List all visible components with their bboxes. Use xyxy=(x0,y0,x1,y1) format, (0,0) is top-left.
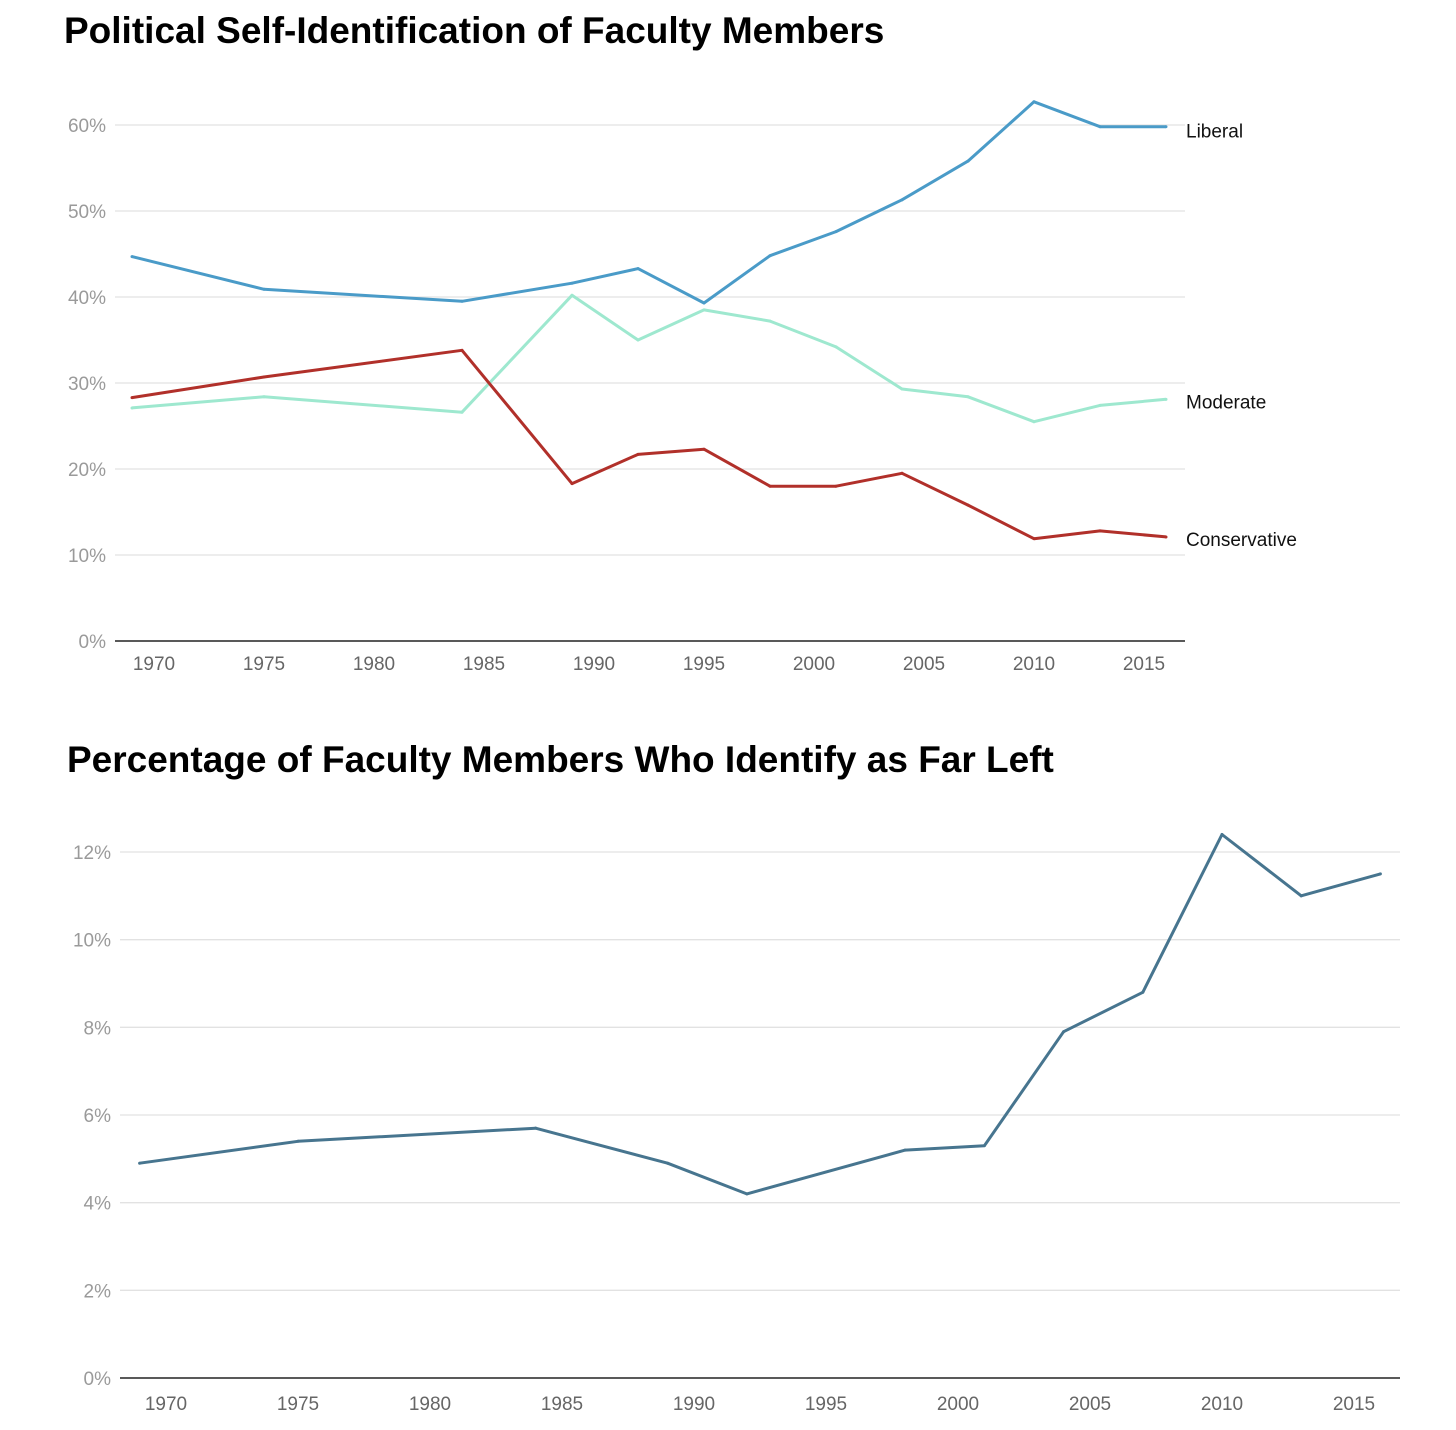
data-point-liberal xyxy=(570,281,574,285)
y-tick-label: 10% xyxy=(73,931,111,952)
x-tick-label: 2010 xyxy=(1201,1394,1243,1415)
data-point-liberal xyxy=(834,230,838,234)
data-point-far-left xyxy=(1141,990,1145,994)
x-tick-label: 2000 xyxy=(793,654,835,675)
data-point-far-left xyxy=(1220,832,1224,836)
x-tick-label: 1985 xyxy=(541,1394,583,1415)
data-point-moderate xyxy=(1098,403,1102,407)
data-point-liberal xyxy=(460,299,464,303)
x-tick-label: 2005 xyxy=(1069,1394,1111,1415)
data-point-liberal xyxy=(1032,100,1036,104)
data-point-conservative xyxy=(1164,535,1168,539)
data-point-liberal xyxy=(768,254,772,258)
data-point-far-left xyxy=(1062,1030,1066,1034)
x-tick-label: 2015 xyxy=(1333,1394,1375,1415)
data-point-conservative xyxy=(636,452,640,456)
y-tick-label: 8% xyxy=(84,1018,112,1039)
series-line-conservative xyxy=(131,348,1167,541)
data-point-far-left xyxy=(1378,872,1382,876)
y-tick-label: 0% xyxy=(79,632,107,653)
data-point-far-left xyxy=(296,1139,300,1143)
data-point-conservative xyxy=(900,471,904,475)
data-point-liberal xyxy=(1098,125,1102,129)
x-tick-label: 1970 xyxy=(133,654,175,675)
x-tick-label: 2015 xyxy=(1123,654,1165,675)
data-point-moderate xyxy=(570,293,574,297)
data-point-far-left xyxy=(745,1192,749,1196)
data-point-far-left xyxy=(534,1126,538,1130)
data-point-moderate xyxy=(834,345,838,349)
data-point-conservative xyxy=(834,484,838,488)
data-point-moderate xyxy=(130,406,134,410)
data-point-conservative xyxy=(570,482,574,486)
x-tick-label: 1995 xyxy=(805,1394,847,1415)
data-point-far-left xyxy=(1299,894,1303,898)
data-point-conservative xyxy=(460,348,464,352)
data-point-far-left xyxy=(666,1161,670,1165)
series-label-conservative: Conservative xyxy=(1186,530,1297,551)
data-point-moderate xyxy=(966,395,970,399)
data-point-conservative xyxy=(262,375,266,379)
data-point-conservative xyxy=(768,484,772,488)
y-tick-label: 60% xyxy=(68,116,106,137)
data-point-moderate xyxy=(900,387,904,391)
data-point-liberal xyxy=(636,267,640,271)
y-tick-label: 0% xyxy=(84,1369,112,1390)
x-tick-label: 1995 xyxy=(683,654,725,675)
x-tick-label: 1975 xyxy=(243,654,285,675)
y-tick-label: 12% xyxy=(73,843,111,864)
y-tick-label: 6% xyxy=(84,1106,112,1127)
x-tick-label: 2005 xyxy=(903,654,945,675)
chart-1: 0% 10% 20% 30% 40% 50% 60% 1970 1975 1980 1985 1990… xyxy=(68,100,1297,675)
data-point-moderate xyxy=(1164,397,1168,401)
data-point-liberal xyxy=(900,198,904,202)
data-point-far-left xyxy=(903,1148,907,1152)
y-tick-label: 2% xyxy=(84,1281,112,1302)
x-tick-label: 1970 xyxy=(145,1394,187,1415)
x-tick-label: 1980 xyxy=(409,1394,451,1415)
data-point-liberal xyxy=(262,287,266,291)
data-point-liberal xyxy=(130,255,134,259)
data-point-liberal xyxy=(1164,125,1168,129)
data-point-conservative xyxy=(966,503,970,507)
x-tick-label: 1990 xyxy=(573,654,615,675)
y-tick-label: 4% xyxy=(84,1194,112,1215)
chart-2-title: Percentage of Faculty Members Who Identi… xyxy=(67,739,1054,780)
y-tick-label: 20% xyxy=(68,460,106,481)
y-tick-label: 30% xyxy=(68,374,106,395)
data-point-moderate xyxy=(636,338,640,342)
series-line-far-left xyxy=(139,833,1381,1196)
series-line-moderate xyxy=(131,293,1167,424)
chart-1-title: Political Self-Identification of Faculty… xyxy=(64,10,884,51)
data-point-conservative xyxy=(702,447,706,451)
x-tick-label: 1990 xyxy=(673,1394,715,1415)
x-tick-label: 2000 xyxy=(937,1394,979,1415)
series-label-moderate: Moderate xyxy=(1186,392,1266,413)
y-tick-label: 40% xyxy=(68,288,106,309)
data-point-conservative xyxy=(130,396,134,400)
data-point-moderate xyxy=(262,395,266,399)
x-tick-label: 1985 xyxy=(463,654,505,675)
data-point-liberal xyxy=(702,301,706,305)
x-tick-label: 1980 xyxy=(353,654,395,675)
data-point-moderate xyxy=(460,410,464,414)
x-tick-label: 2010 xyxy=(1013,654,1055,675)
y-tick-label: 50% xyxy=(68,202,106,223)
data-point-far-left xyxy=(982,1144,986,1148)
data-point-liberal xyxy=(966,159,970,163)
data-point-moderate xyxy=(702,308,706,312)
data-point-moderate xyxy=(1032,420,1036,424)
series-line-liberal xyxy=(131,100,1166,305)
series-label-liberal: Liberal xyxy=(1186,122,1243,143)
data-point-conservative xyxy=(1098,529,1102,533)
data-point-moderate xyxy=(768,319,772,323)
chart-2: 0% 2% 4% 6% 8% 10% 12% 1970 1975 1980 1985 1990 1995… xyxy=(73,832,1400,1415)
x-tick-label: 1975 xyxy=(277,1394,319,1415)
y-tick-label: 10% xyxy=(68,546,106,567)
data-point-far-left xyxy=(138,1161,142,1165)
data-point-conservative xyxy=(1032,537,1036,541)
